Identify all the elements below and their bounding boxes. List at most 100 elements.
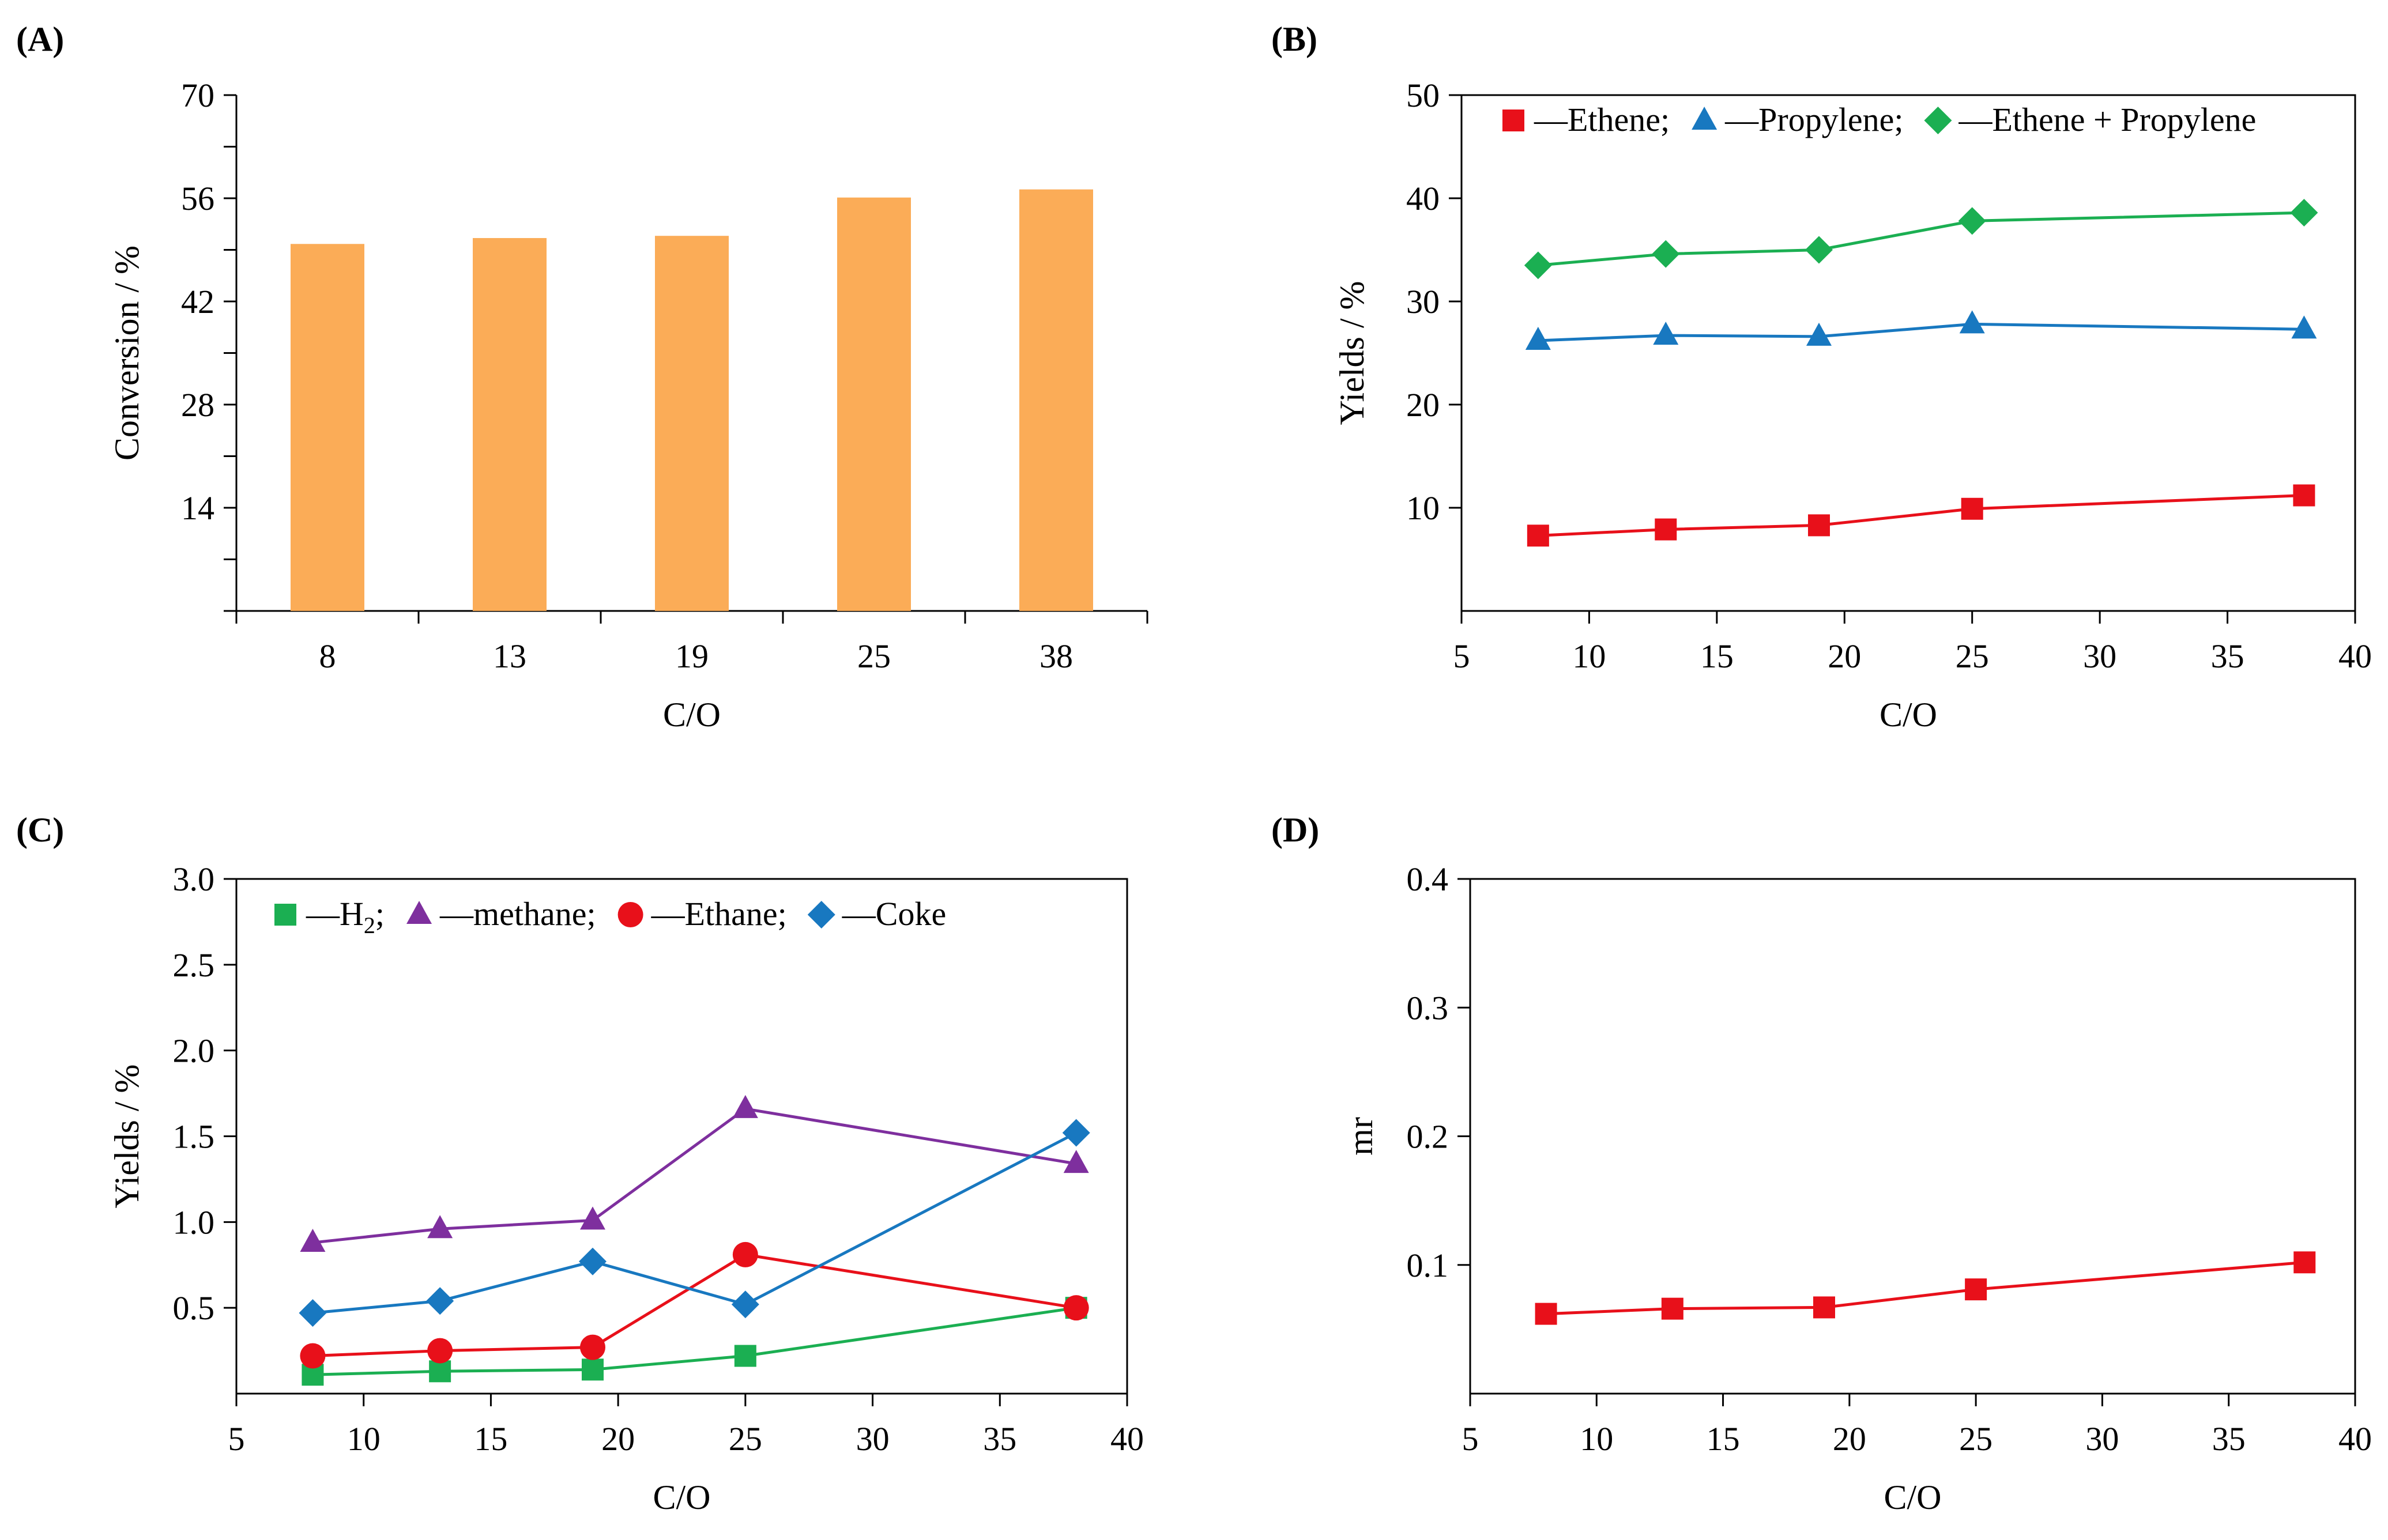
panel-2: (B) 10 20 30 40 50 Yields / % C/O 5 10 15 20 25 30 35 4…: [1271, 20, 2372, 734]
panel-label: (B): [1271, 20, 1317, 58]
series-line: [1538, 211, 2304, 267]
data-point: [300, 1343, 326, 1369]
y-tick-label: 2.0: [173, 1032, 215, 1070]
y-axis-title: Yields / %: [108, 1065, 146, 1209]
data-point: [1959, 310, 1985, 334]
data-point: [1525, 327, 1551, 350]
legend-label: —Coke: [842, 895, 946, 933]
x-tick-label: 30: [2083, 637, 2116, 675]
data-point: [1961, 497, 1983, 520]
data-point: [1527, 524, 1549, 547]
data-point: [299, 1299, 327, 1327]
data-point: [426, 1287, 454, 1315]
data-point: [1063, 1150, 1089, 1173]
x-tick-label: 30: [2085, 1420, 2119, 1458]
x-tick-label: 20: [601, 1420, 635, 1458]
y-axis-title: Conversion / %: [108, 246, 146, 461]
data-point: [2293, 1251, 2316, 1274]
legend: —Ethene; —Propylene; —Ethene + Propylene: [1502, 101, 2256, 138]
data-point: [582, 1358, 604, 1381]
bar: [291, 244, 364, 611]
x-tick-label: 30: [856, 1420, 890, 1458]
y-tick-label: 3.0: [173, 860, 215, 898]
y-tick-label: 0.3: [1407, 989, 1449, 1026]
legend-label: —methane;: [439, 895, 596, 933]
x-tick-label: 5: [1462, 1420, 1479, 1458]
data-point: [579, 1247, 607, 1275]
panel-3: (C) 0.5 1.0 1.5 2.0 2.5 3.0 Yields / % C/O 5 10 15 2…: [16, 811, 1144, 1516]
data-point: [1806, 322, 1832, 346]
x-tick-label: 40: [1110, 1420, 1144, 1458]
series-line: [312, 1253, 1077, 1358]
data-point: [2290, 199, 2318, 227]
x-axis-title: C/O: [1879, 696, 1937, 734]
legend-marker: [406, 901, 432, 924]
bar: [473, 238, 547, 611]
x-tick-label: 15: [474, 1420, 507, 1458]
data-point: [1813, 1296, 1835, 1319]
bar: [837, 197, 911, 611]
data-point: [2293, 484, 2315, 507]
data-point: [732, 1241, 758, 1267]
data-point: [1958, 207, 1986, 235]
y-tick-label: 0.1: [1407, 1247, 1449, 1284]
x-tick-label: 25: [1959, 1420, 1992, 1458]
data-point: [1808, 514, 1830, 537]
legend-marker: [1502, 110, 1524, 131]
data-point: [1965, 1278, 1987, 1301]
plot-frame: [1469, 878, 2356, 1395]
y-tick-label: 0.5: [173, 1289, 215, 1327]
x-tick-label: 10: [1580, 1420, 1613, 1458]
y-tick-label: 10: [1406, 489, 1440, 527]
plot-frame: [1460, 94, 2356, 612]
legend-label: —Ethene + Propylene: [1958, 101, 2256, 138]
x-tick-label: 40: [2338, 1420, 2372, 1458]
data-point: [2291, 315, 2317, 339]
legend-label: —Propylene;: [1724, 101, 1903, 138]
y-tick-label: 14: [181, 489, 214, 527]
series-line: [312, 1306, 1077, 1376]
data-point: [1063, 1295, 1089, 1321]
x-tick-label: 15: [1707, 1420, 1740, 1458]
data-point: [1661, 1297, 1683, 1320]
panel-4: (D) 0.1 0.2 0.3 0.4 mr C/O 5 10 15 20 25 30 35 40: [1271, 811, 2372, 1516]
x-tick-label: 25: [729, 1420, 762, 1458]
data-point: [1062, 1119, 1090, 1147]
x-axis-title: C/O: [1884, 1478, 1941, 1516]
x-tick-label: 40: [2338, 637, 2372, 675]
x-axis-title: C/O: [653, 1478, 710, 1516]
data-point: [429, 1360, 451, 1383]
x-tick-label: 5: [1453, 637, 1470, 675]
y-tick-label: 40: [1406, 180, 1440, 217]
legend-marker: [274, 904, 296, 926]
data-point: [731, 1290, 759, 1319]
legend: —H2; —methane; —Ethane; —Coke: [274, 895, 946, 938]
legend-marker: [617, 902, 643, 927]
legend-marker: [1692, 107, 1717, 130]
x-tick-label: 19: [675, 637, 709, 675]
panel-label: (D): [1271, 811, 1319, 849]
x-tick-label: 10: [347, 1420, 381, 1458]
legend-label: —H2;: [306, 895, 385, 938]
data-point: [427, 1215, 453, 1239]
y-tick-label: 50: [1406, 77, 1440, 114]
y-tick-label: 0.4: [1407, 860, 1449, 898]
y-tick-label: 42: [181, 283, 214, 320]
x-tick-label: 8: [319, 637, 336, 675]
x-tick-label: 25: [1956, 637, 1989, 675]
y-axis-title: mr: [1342, 1117, 1380, 1156]
x-tick-label: 35: [2211, 637, 2244, 675]
data-point: [1524, 251, 1552, 280]
x-tick-label: 15: [1700, 637, 1734, 675]
series-line: [1538, 494, 2304, 537]
plot-frame: [235, 878, 1128, 1395]
y-tick-label: 20: [1406, 386, 1440, 424]
series-line: [312, 1107, 1077, 1244]
panel-label: (A): [16, 20, 64, 58]
x-tick-label: 5: [228, 1420, 245, 1458]
legend-label: —Ethane;: [651, 895, 787, 933]
bar: [1019, 189, 1093, 612]
legend-label: —Ethene;: [1534, 101, 1670, 138]
y-tick-label: 30: [1406, 283, 1440, 320]
